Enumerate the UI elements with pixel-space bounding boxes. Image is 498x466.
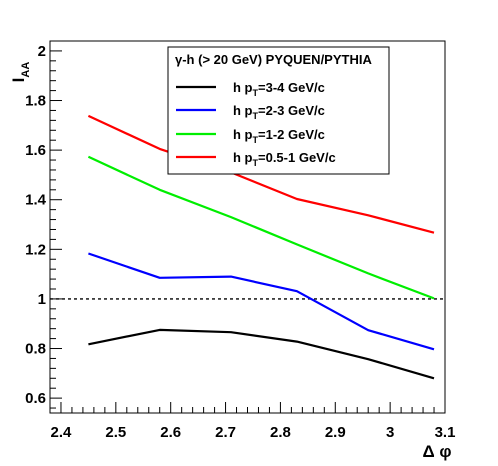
y-tick-label: 0.6 (25, 390, 46, 407)
series-line-2 (87, 155, 435, 300)
x-tick-label: 2.8 (270, 424, 291, 441)
y-axis-title-sub: AA (20, 62, 32, 78)
y-tick-label: 1.2 (25, 241, 46, 258)
axes-layer: 2.4 2.5 2.6 2.7 2.8 2.9 3 3.1 0.6 0.8 1 1.2 1.4 1.6 1.… (25, 40, 456, 441)
x-tick-label: 3 (386, 424, 394, 441)
x-axis-title: Δ φ (422, 442, 451, 461)
x-tick-label: 2.4 (51, 424, 73, 441)
y-tick-label: 1.8 (25, 93, 46, 110)
series-line-3 (87, 114, 435, 234)
legend: γ-h (> 20 GeV) PYQUEN/PYTHIA h pT=3-4 Ge… (167, 46, 390, 175)
legend-header: γ-h (> 20 GeV) PYQUEN/PYTHIA (175, 52, 372, 67)
x-tick-label: 3.1 (435, 424, 456, 441)
legend-label-3: h pT=0.5-1 GeV/c (233, 150, 336, 168)
y-axis-title-main: I (9, 78, 28, 83)
x-tick-label: 2.5 (105, 424, 126, 441)
legend-label-1: h pT=2-3 GeV/c (233, 103, 325, 121)
y-tick-label: 0.8 (25, 341, 46, 358)
series-line-0 (88, 328, 435, 380)
legend-label-2: h pT=1-2 GeV/c (233, 127, 325, 145)
legend-entries: h pT=3-4 GeV/c h pT=2-3 GeV/c h pT=1-2 GeV… (176, 80, 336, 168)
y-tick-label: 2 (38, 43, 46, 60)
x-tick-label: 2.9 (325, 424, 346, 441)
y-tick-label: 1 (38, 291, 46, 308)
y-tick-label: 1.4 (25, 192, 47, 209)
x-tick-label: 2.7 (215, 424, 236, 441)
series-layer (87, 114, 435, 380)
x-tick-label: 2.6 (160, 424, 181, 441)
legend-label-0: h pT=3-4 GeV/c (233, 80, 325, 98)
y-tick-label: 1.6 (25, 142, 46, 159)
series-line-1 (88, 252, 435, 351)
y-axis-title: IAA (9, 62, 32, 83)
